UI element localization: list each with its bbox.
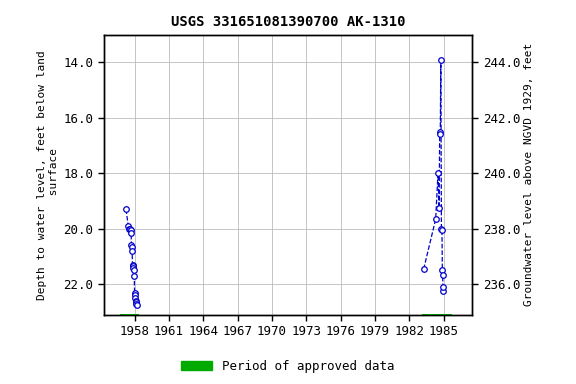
Title: USGS 331651081390700 AK-1310: USGS 331651081390700 AK-1310 <box>170 15 406 29</box>
Y-axis label: Depth to water level, feet below land
 surface: Depth to water level, feet below land su… <box>37 50 59 300</box>
Y-axis label: Groundwater level above NGVD 1929, feet: Groundwater level above NGVD 1929, feet <box>524 43 535 306</box>
Legend: Period of approved data: Period of approved data <box>176 355 400 378</box>
